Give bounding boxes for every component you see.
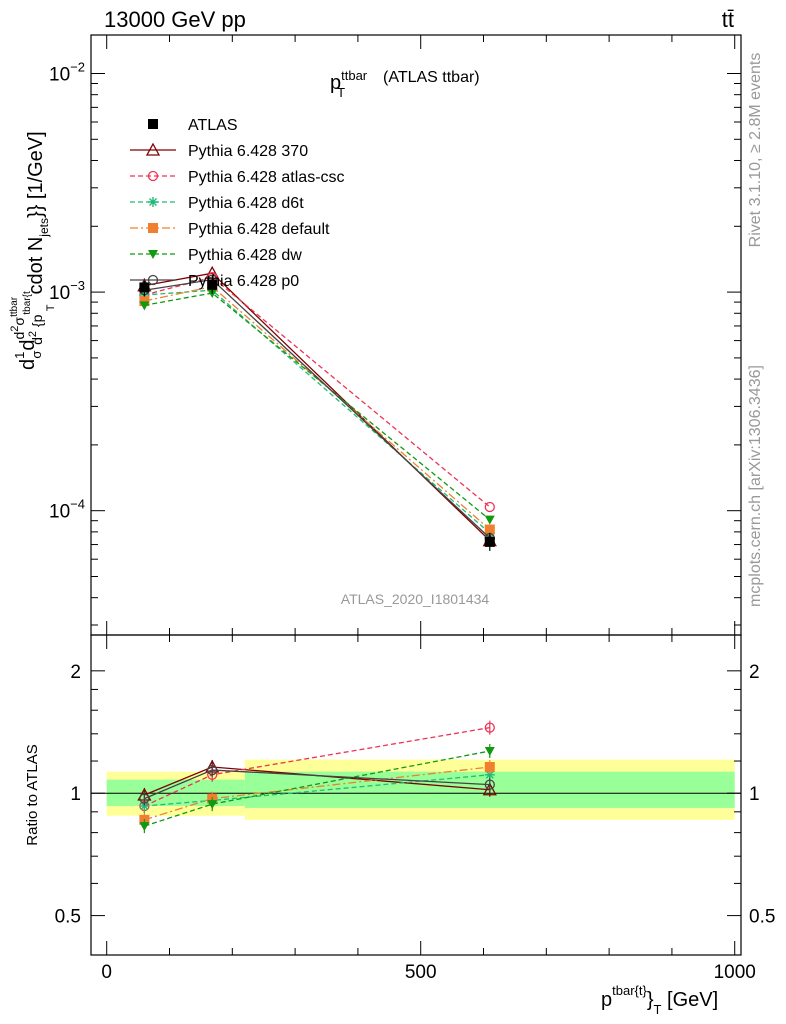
process-label: tt̄ xyxy=(722,7,734,32)
main-plot-series xyxy=(137,265,497,551)
marker-circle xyxy=(484,501,495,513)
main-panel: 10−4 10−3 10−2 pttbar T (ATLAS ttbar) ATLAS… xyxy=(9,34,742,636)
marker-triangle-down xyxy=(139,301,150,311)
legend-entry: Pythia 6.428 370 xyxy=(188,143,308,160)
marker-square xyxy=(207,279,218,290)
series-line xyxy=(144,278,491,539)
marker-square xyxy=(484,536,495,547)
marker-square xyxy=(139,296,150,307)
mcplots-source-label: mcplots.cern.ch [arXiv:1306.3436] xyxy=(747,365,764,607)
marker-circle xyxy=(147,274,159,286)
title-symbol: pttbar T xyxy=(330,68,368,100)
marker-triangle-down xyxy=(207,800,218,810)
marker-circle xyxy=(139,793,150,804)
title-text: (ATLAS ttbar) xyxy=(383,69,480,86)
ratio-y-tick-label: 0.5 xyxy=(55,907,81,928)
ratio-y-tick-label: 1 xyxy=(70,784,81,805)
analysis-watermark: ATLAS_2020_I1801434 xyxy=(341,591,490,607)
legend-entry: Pythia 6.428 atlas-csc xyxy=(188,169,345,186)
series-line xyxy=(144,292,491,521)
rivet-version-label: Rivet 3.1.10, ≥ 2.8M events xyxy=(747,53,764,248)
marker-square xyxy=(484,762,495,773)
series-line xyxy=(144,272,491,542)
marker-circle xyxy=(484,779,495,790)
legend-entry: Pythia 6.428 d6t xyxy=(188,195,304,212)
ratio-plot-frame xyxy=(90,634,742,956)
marker-asterisk xyxy=(484,769,495,780)
legend-entry: Pythia 6.428 p0 xyxy=(188,273,299,290)
marker-triangle-down xyxy=(139,822,150,832)
x-tick-label: 500 xyxy=(405,962,437,983)
marker-triangle-down xyxy=(484,515,495,525)
marker-asterisk xyxy=(148,197,158,207)
marker-square xyxy=(148,119,158,129)
marker-circle xyxy=(147,170,159,182)
legend-entry: Pythia 6.428 dw xyxy=(188,247,302,264)
main-axes: 10−4 10−3 10−2 xyxy=(49,35,741,635)
ratio-y-tick-label-right: 1 xyxy=(749,784,760,805)
series-line xyxy=(144,276,491,508)
ratio-plot-series xyxy=(137,720,497,834)
energy-label: 13000 GeV pp xyxy=(104,7,246,32)
marker-square xyxy=(484,524,495,535)
legend: ATLAS Pythia 6.428 370 Pythia 6.428 atlas-… xyxy=(130,117,345,290)
ratio-y-tick-label-right: 0.5 xyxy=(749,907,775,928)
marker-triangle-down xyxy=(148,250,158,259)
legend-entry: ATLAS xyxy=(188,117,238,134)
uncertainty-bands xyxy=(106,759,735,820)
ratio-series-line xyxy=(144,750,490,827)
series-line xyxy=(144,285,491,531)
marker-circle xyxy=(207,764,218,776)
main-y-axis-label: d1 σdd2σttbard2 {ptbar{t Tcdot Njets}} [1/… xyxy=(9,131,57,370)
y-tick-label: 10−2 xyxy=(49,59,85,85)
ratio-y-tick-label: 2 xyxy=(70,662,81,683)
svg-text:ptbar{t}}T [GeV]: ptbar{t}}T [GeV] xyxy=(601,983,718,1017)
main-title: pttbar T (ATLAS ttbar) xyxy=(330,68,480,100)
marker-asterisk xyxy=(139,801,150,812)
marker-triangle-down xyxy=(484,747,495,757)
marker-triangle xyxy=(145,142,161,156)
y-tick-label: 10−4 xyxy=(49,497,85,523)
marker-circle xyxy=(484,722,495,733)
ratio-y-axis-label: Ratio to ATLAS xyxy=(24,744,41,845)
marker-square xyxy=(148,223,158,233)
x-axis-label: ptbar{t}}T [GeV] xyxy=(601,983,718,1017)
ratio-axes: 0.5 0.5 1 1 2 2 0 500 1000 xyxy=(55,635,775,983)
ratio-y-tick-label-right: 2 xyxy=(749,662,760,683)
x-tick-label: 1000 xyxy=(714,962,756,983)
legend-entry: Pythia 6.428 default xyxy=(188,221,330,238)
y-tick-label: 10−3 xyxy=(49,278,85,304)
series-line xyxy=(144,289,491,534)
marker-triangle xyxy=(482,782,497,796)
marker-square xyxy=(139,282,150,293)
x-tick-label: 0 xyxy=(101,962,112,983)
ratio-panel: 0.5 0.5 1 1 2 2 0 500 1000 Ratio to ATLAS ptbar{… xyxy=(24,634,775,1017)
